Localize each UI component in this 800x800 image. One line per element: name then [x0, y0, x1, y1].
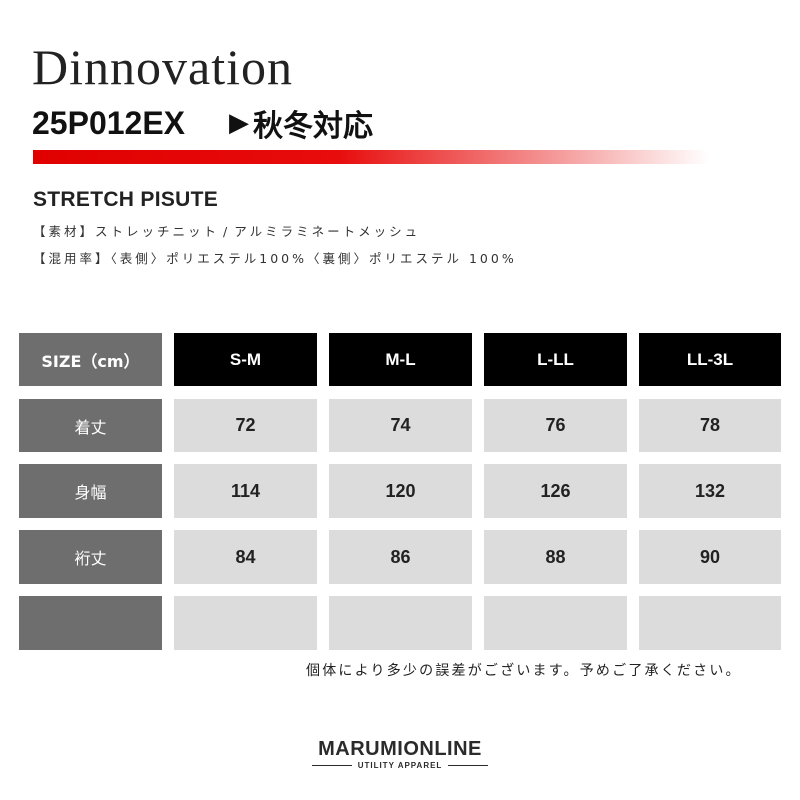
- row-label-length: 着丈: [19, 399, 162, 452]
- brand-title: Dinnovation: [32, 39, 293, 95]
- logo-rule-left: [312, 765, 352, 766]
- material-separator: /: [223, 224, 231, 239]
- table-cell: 78: [639, 399, 781, 452]
- table-cell: 72: [174, 399, 317, 452]
- material-label: 【素材】: [33, 224, 96, 239]
- blend-value: 〈表側〉ポリエステル100%〈裏側〉ポリエステル 100%: [110, 251, 517, 266]
- size-header-label: SIZE（cm）: [19, 333, 162, 386]
- size-header-l-ll: L-LL: [484, 333, 627, 386]
- play-arrow-icon: ▶: [229, 108, 250, 138]
- table-cell: 114: [174, 464, 317, 518]
- table-cell: [329, 596, 472, 650]
- row-label-sleeve: 裄丈: [19, 530, 162, 584]
- size-header-ll-3l: LL-3L: [639, 333, 781, 386]
- table-cell: [174, 596, 317, 650]
- logo-tagline-text: UTILITY APPAREL: [357, 761, 443, 770]
- logo-wordmark: MARUMIONLINE: [318, 738, 482, 760]
- table-cell: 74: [329, 399, 472, 452]
- size-header-s-m: S-M: [174, 333, 317, 386]
- season-label: ▶ 秋冬対応: [229, 101, 373, 145]
- accent-gradient-bar: [33, 150, 709, 164]
- model-code: 25P012EX: [32, 104, 186, 141]
- table-cell: 84: [174, 530, 317, 584]
- table-cell: 76: [484, 399, 627, 452]
- blend-label: 【混用率】: [33, 251, 111, 266]
- tolerance-note: 個体により多少の誤差がございます。予めご了承ください。: [306, 663, 742, 679]
- season-text: 秋冬対応: [253, 109, 374, 144]
- table-cell: [484, 596, 627, 650]
- material-value: ストレッチニット: [95, 224, 220, 239]
- table-cell: 86: [329, 530, 472, 584]
- row-label-width: 身幅: [19, 464, 162, 518]
- material-line: 【素材】ストレッチニット / アルミラミネートメッシュ: [33, 221, 420, 240]
- footer-logo: MARUMIONLINE UTILITY APPAREL: [312, 737, 489, 770]
- logo-tagline: UTILITY APPAREL: [312, 761, 489, 770]
- model-row: 25P012EX ▶ 秋冬対応: [32, 101, 373, 145]
- product-name: STRETCH PISUTE: [33, 188, 219, 211]
- table-cell: 88: [484, 530, 627, 584]
- blend-line: 【混用率】〈表側〉ポリエステル100%〈裏側〉ポリエステル 100%: [33, 248, 517, 267]
- table-cell: [639, 596, 781, 650]
- material-value-2: アルミラミネートメッシュ: [234, 224, 421, 239]
- table-cell: 132: [639, 464, 781, 518]
- table-cell: 90: [639, 530, 781, 584]
- table-cell: 120: [329, 464, 472, 518]
- table-cell: 126: [484, 464, 627, 518]
- row-label-empty: [19, 596, 162, 650]
- logo-rule-right: [448, 765, 489, 766]
- size-header-m-l: M-L: [329, 333, 472, 386]
